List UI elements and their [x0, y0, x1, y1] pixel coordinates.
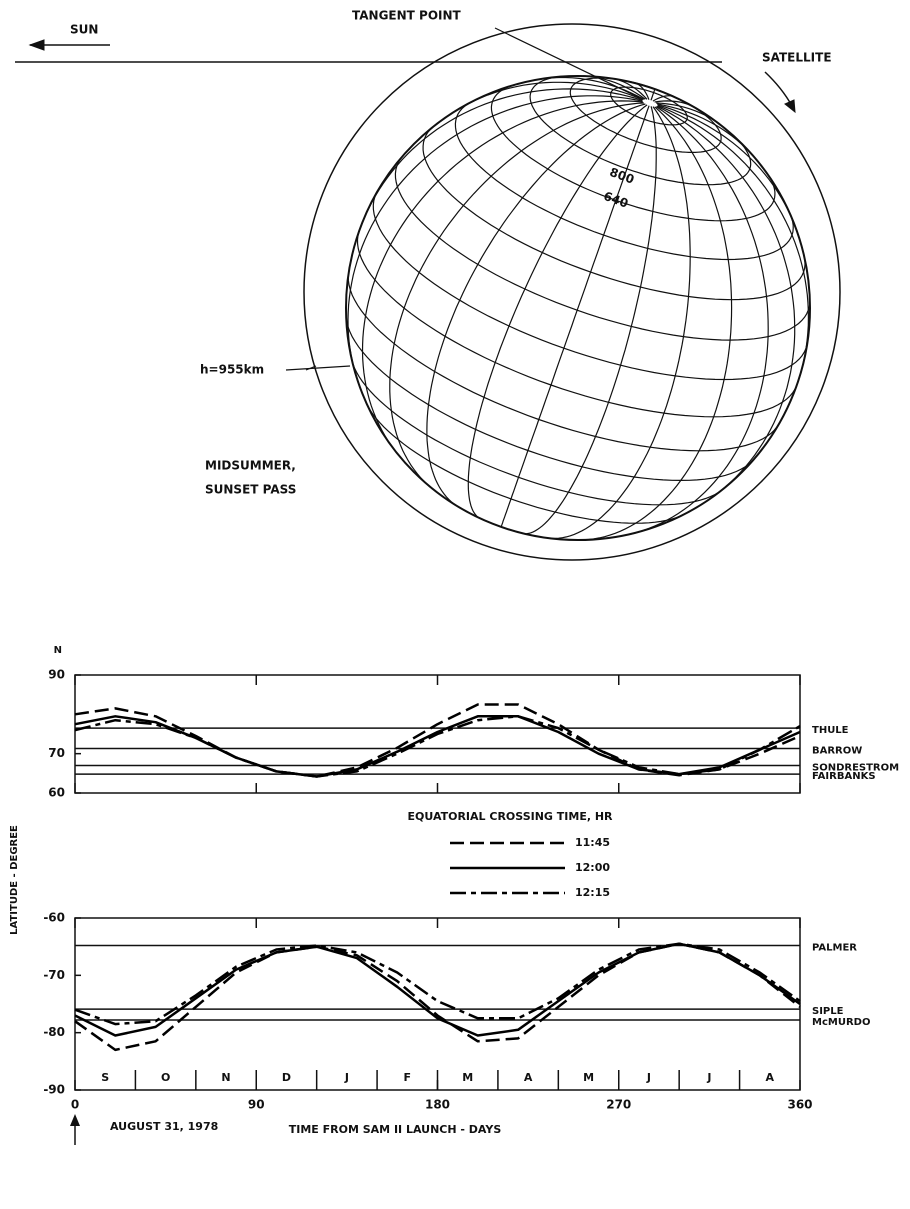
caption: SUNSET PASS — [205, 483, 296, 497]
x-tick-label: 0 — [71, 1098, 79, 1112]
satellite-label: SATELLITE — [762, 51, 832, 65]
graticule — [361, 100, 643, 453]
tangent-label: TANGENT POINT — [352, 9, 462, 23]
month-label: M — [583, 1071, 594, 1084]
station-label: McMURDO — [812, 1017, 870, 1028]
month-label: S — [101, 1071, 109, 1084]
graticule — [578, 106, 733, 541]
month-label: M — [462, 1071, 473, 1084]
month-label: F — [404, 1071, 412, 1084]
sun-arrow-head — [28, 39, 45, 51]
hemisphere-label: N — [54, 645, 62, 656]
month-label: N — [221, 1071, 230, 1084]
satellite-arrow — [764, 71, 793, 107]
graticule — [347, 95, 643, 378]
month-label: J — [344, 1071, 349, 1084]
station-label: SIPLE — [812, 1006, 844, 1017]
station-label: FAIRBANKS — [812, 771, 876, 782]
graticule — [657, 105, 810, 378]
month-label: A — [766, 1071, 775, 1084]
y-tick-label: -90 — [43, 1083, 65, 1097]
graticule — [652, 95, 675, 102]
graticule — [654, 100, 695, 108]
legend-label: 12:15 — [575, 886, 610, 899]
series-line — [74, 942, 801, 1052]
graticule — [532, 76, 645, 100]
contour-label: 640 — [602, 189, 630, 211]
earth — [345, 75, 811, 541]
graticule — [635, 82, 650, 100]
series-line — [74, 715, 801, 778]
y-axis-title: LATITUDE - DEGREE — [9, 825, 20, 935]
graticule — [522, 106, 657, 535]
graticule — [657, 104, 798, 232]
x-axis-title: TIME FROM SAM II LAUNCH - DAYS — [289, 1123, 502, 1136]
series-line — [74, 942, 801, 1026]
station-label: BARROW — [812, 746, 862, 757]
month-label: D — [282, 1071, 291, 1084]
globe-diagram — [15, 23, 841, 561]
caption: MIDSUMMER, — [205, 459, 296, 473]
y-tick-label: -80 — [43, 1025, 65, 1039]
graticule — [361, 88, 643, 225]
graticule — [629, 106, 769, 535]
altitude-leader — [285, 365, 351, 371]
graticule — [367, 405, 682, 524]
graticule — [356, 230, 796, 418]
y-tick-label: 70 — [48, 746, 65, 760]
x-tick-label: 360 — [787, 1098, 812, 1112]
station-label: PALMER — [812, 943, 857, 954]
x-tick-label: 270 — [606, 1098, 631, 1112]
graticule — [347, 276, 778, 452]
start-arrow-head — [70, 1114, 80, 1126]
graticule — [467, 104, 648, 520]
month-label: J — [646, 1071, 651, 1084]
legend-title: EQUATORIAL CROSSING TIME, HR — [407, 810, 613, 823]
graticule — [372, 192, 808, 381]
graticule — [426, 103, 646, 508]
graticule — [352, 363, 720, 506]
month-label: J — [706, 1071, 711, 1084]
graticule — [650, 88, 656, 101]
y-tick-label: -70 — [43, 968, 65, 982]
orbit — [303, 23, 841, 561]
altitude-leader-2 — [305, 365, 317, 371]
legend-label: 11:45 — [575, 836, 610, 849]
y-tick-label: 60 — [48, 786, 65, 800]
graticule — [612, 77, 648, 100]
x-tick-label: 90 — [248, 1098, 265, 1112]
start-date: AUGUST 31, 1978 — [110, 1120, 218, 1133]
month-label: O — [161, 1071, 170, 1084]
graticule — [389, 102, 644, 490]
graticule — [547, 106, 691, 540]
x-tick-label: 180 — [425, 1098, 450, 1112]
graticule — [656, 105, 796, 502]
graticule — [490, 85, 776, 222]
legend-label: 12:00 — [575, 861, 610, 874]
sun-label: SUN — [70, 23, 98, 37]
y-tick-label: 90 — [48, 668, 65, 682]
graticule — [454, 81, 644, 112]
graticule — [422, 125, 806, 301]
graticule — [583, 75, 646, 100]
station-label: THULE — [812, 725, 849, 736]
station-label: SONDRESTROM — [812, 762, 899, 773]
y-tick-label: -60 — [43, 911, 65, 925]
graticule — [394, 158, 811, 341]
series-line — [74, 942, 801, 1037]
satellite-arrow-head — [784, 99, 796, 114]
month-label: A — [524, 1071, 533, 1084]
graticule — [656, 102, 720, 125]
graticule — [656, 103, 757, 159]
graticule — [500, 105, 650, 528]
altitude-label: h=955km — [200, 363, 264, 377]
